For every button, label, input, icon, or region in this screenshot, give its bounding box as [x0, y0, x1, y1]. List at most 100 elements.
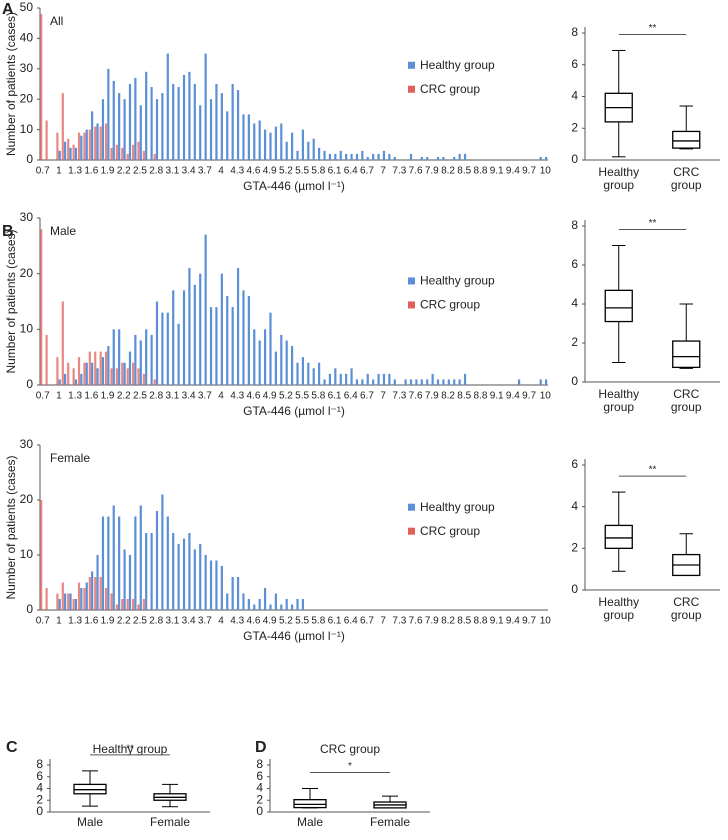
bar	[269, 604, 272, 610]
legend-swatch	[408, 503, 415, 511]
bar	[236, 90, 240, 160]
legend-label: Healthy group	[420, 58, 495, 72]
x-tick-label: 6.4	[344, 616, 358, 627]
x-tick-label: 1	[56, 616, 62, 627]
bar	[253, 329, 256, 385]
x-tick-label: 8.5	[457, 391, 471, 402]
x-tick-label: 7.6	[409, 166, 423, 177]
bar	[112, 329, 115, 385]
bar	[121, 362, 124, 385]
bar	[150, 87, 153, 160]
y-tick-label: 2	[571, 541, 578, 555]
bar	[220, 566, 223, 610]
bar	[296, 150, 299, 160]
bar	[56, 132, 59, 160]
x-tick-label: Healthy group	[598, 388, 640, 414]
bar	[193, 84, 196, 160]
significance: *	[348, 761, 352, 772]
bar	[323, 150, 326, 160]
bar	[258, 599, 261, 610]
bar	[231, 307, 234, 385]
y-tick-label: 20	[20, 492, 34, 506]
y-tick-label: 10	[20, 547, 34, 561]
bar	[258, 120, 261, 160]
bar	[544, 379, 548, 385]
y-tick-label: 20	[20, 266, 34, 280]
bar	[85, 129, 88, 160]
bar	[285, 141, 288, 160]
bar	[226, 111, 229, 160]
bar	[137, 368, 140, 385]
bar	[101, 99, 105, 160]
y-axis-title: Number of patients (cases)	[4, 229, 18, 373]
bar	[307, 362, 310, 385]
y-axis-title: Number of patients (cases)	[4, 455, 18, 599]
x-axis-title: GTA-446 (µmol l⁻¹)	[243, 404, 345, 418]
bar	[426, 156, 429, 160]
bar	[104, 588, 108, 610]
x-tick-label: 5.8	[311, 391, 325, 402]
x-tick-label: 7.6	[409, 391, 423, 402]
bar	[463, 153, 467, 160]
bar	[161, 93, 164, 160]
bar	[247, 295, 250, 385]
x-tick-label: 5.5	[295, 391, 309, 402]
y-tick-label: 10	[20, 122, 34, 136]
bar	[104, 351, 108, 385]
bar	[263, 329, 267, 385]
bar	[142, 373, 145, 385]
x-tick-label: 8.8	[473, 391, 487, 402]
bar	[215, 560, 218, 610]
bar	[80, 135, 83, 160]
y-tick-label: 20	[20, 91, 34, 105]
x-tick-label: 5.5	[295, 616, 309, 627]
bar	[88, 351, 91, 385]
x-tick-label: 7	[380, 166, 386, 177]
bar	[193, 549, 196, 610]
legend-swatch	[408, 85, 415, 93]
bar	[328, 373, 332, 385]
x-tick-label: 8.8	[473, 166, 487, 177]
bar	[58, 150, 61, 160]
bar	[182, 290, 186, 385]
bar	[226, 593, 229, 610]
x-tick-label: 8.5	[457, 166, 471, 177]
bar	[355, 379, 359, 385]
x-tick-label: 7.3	[392, 616, 406, 627]
x-tick-label: 9.1	[490, 166, 504, 177]
bar	[80, 588, 83, 610]
x-tick-label: 9.7	[522, 616, 536, 627]
bar	[77, 582, 81, 610]
bar	[155, 99, 159, 160]
x-tick-label: 5.8	[311, 166, 325, 177]
y-tick-label: 8	[571, 25, 578, 39]
y-tick-label: 0	[26, 152, 33, 166]
bar	[188, 533, 191, 610]
bar	[45, 334, 48, 385]
bar	[99, 577, 102, 610]
x-tick-label: 7.6	[409, 616, 423, 627]
bar	[415, 379, 418, 385]
bar	[453, 156, 456, 160]
bar	[94, 126, 97, 160]
y-tick-label: 0	[36, 804, 43, 818]
bar	[539, 379, 542, 385]
bar	[107, 68, 110, 160]
x-tick-label: 10	[540, 616, 552, 627]
bar	[131, 362, 135, 385]
x-tick-label: 1.9	[101, 166, 115, 177]
x-tick-label: 5.5	[295, 166, 309, 177]
bar	[361, 379, 364, 385]
bar	[56, 357, 59, 385]
panel-letter: A	[2, 1, 14, 18]
x-tick-label: 1.3	[68, 166, 82, 177]
y-tick-label: 8	[256, 757, 263, 771]
x-tick-label: 1.6	[84, 616, 98, 627]
bar	[290, 346, 294, 385]
bar	[312, 368, 315, 385]
y-tick-label: 6	[571, 257, 578, 271]
y-tick-label: 4	[571, 296, 578, 310]
bar	[372, 153, 375, 160]
bar	[236, 577, 240, 610]
